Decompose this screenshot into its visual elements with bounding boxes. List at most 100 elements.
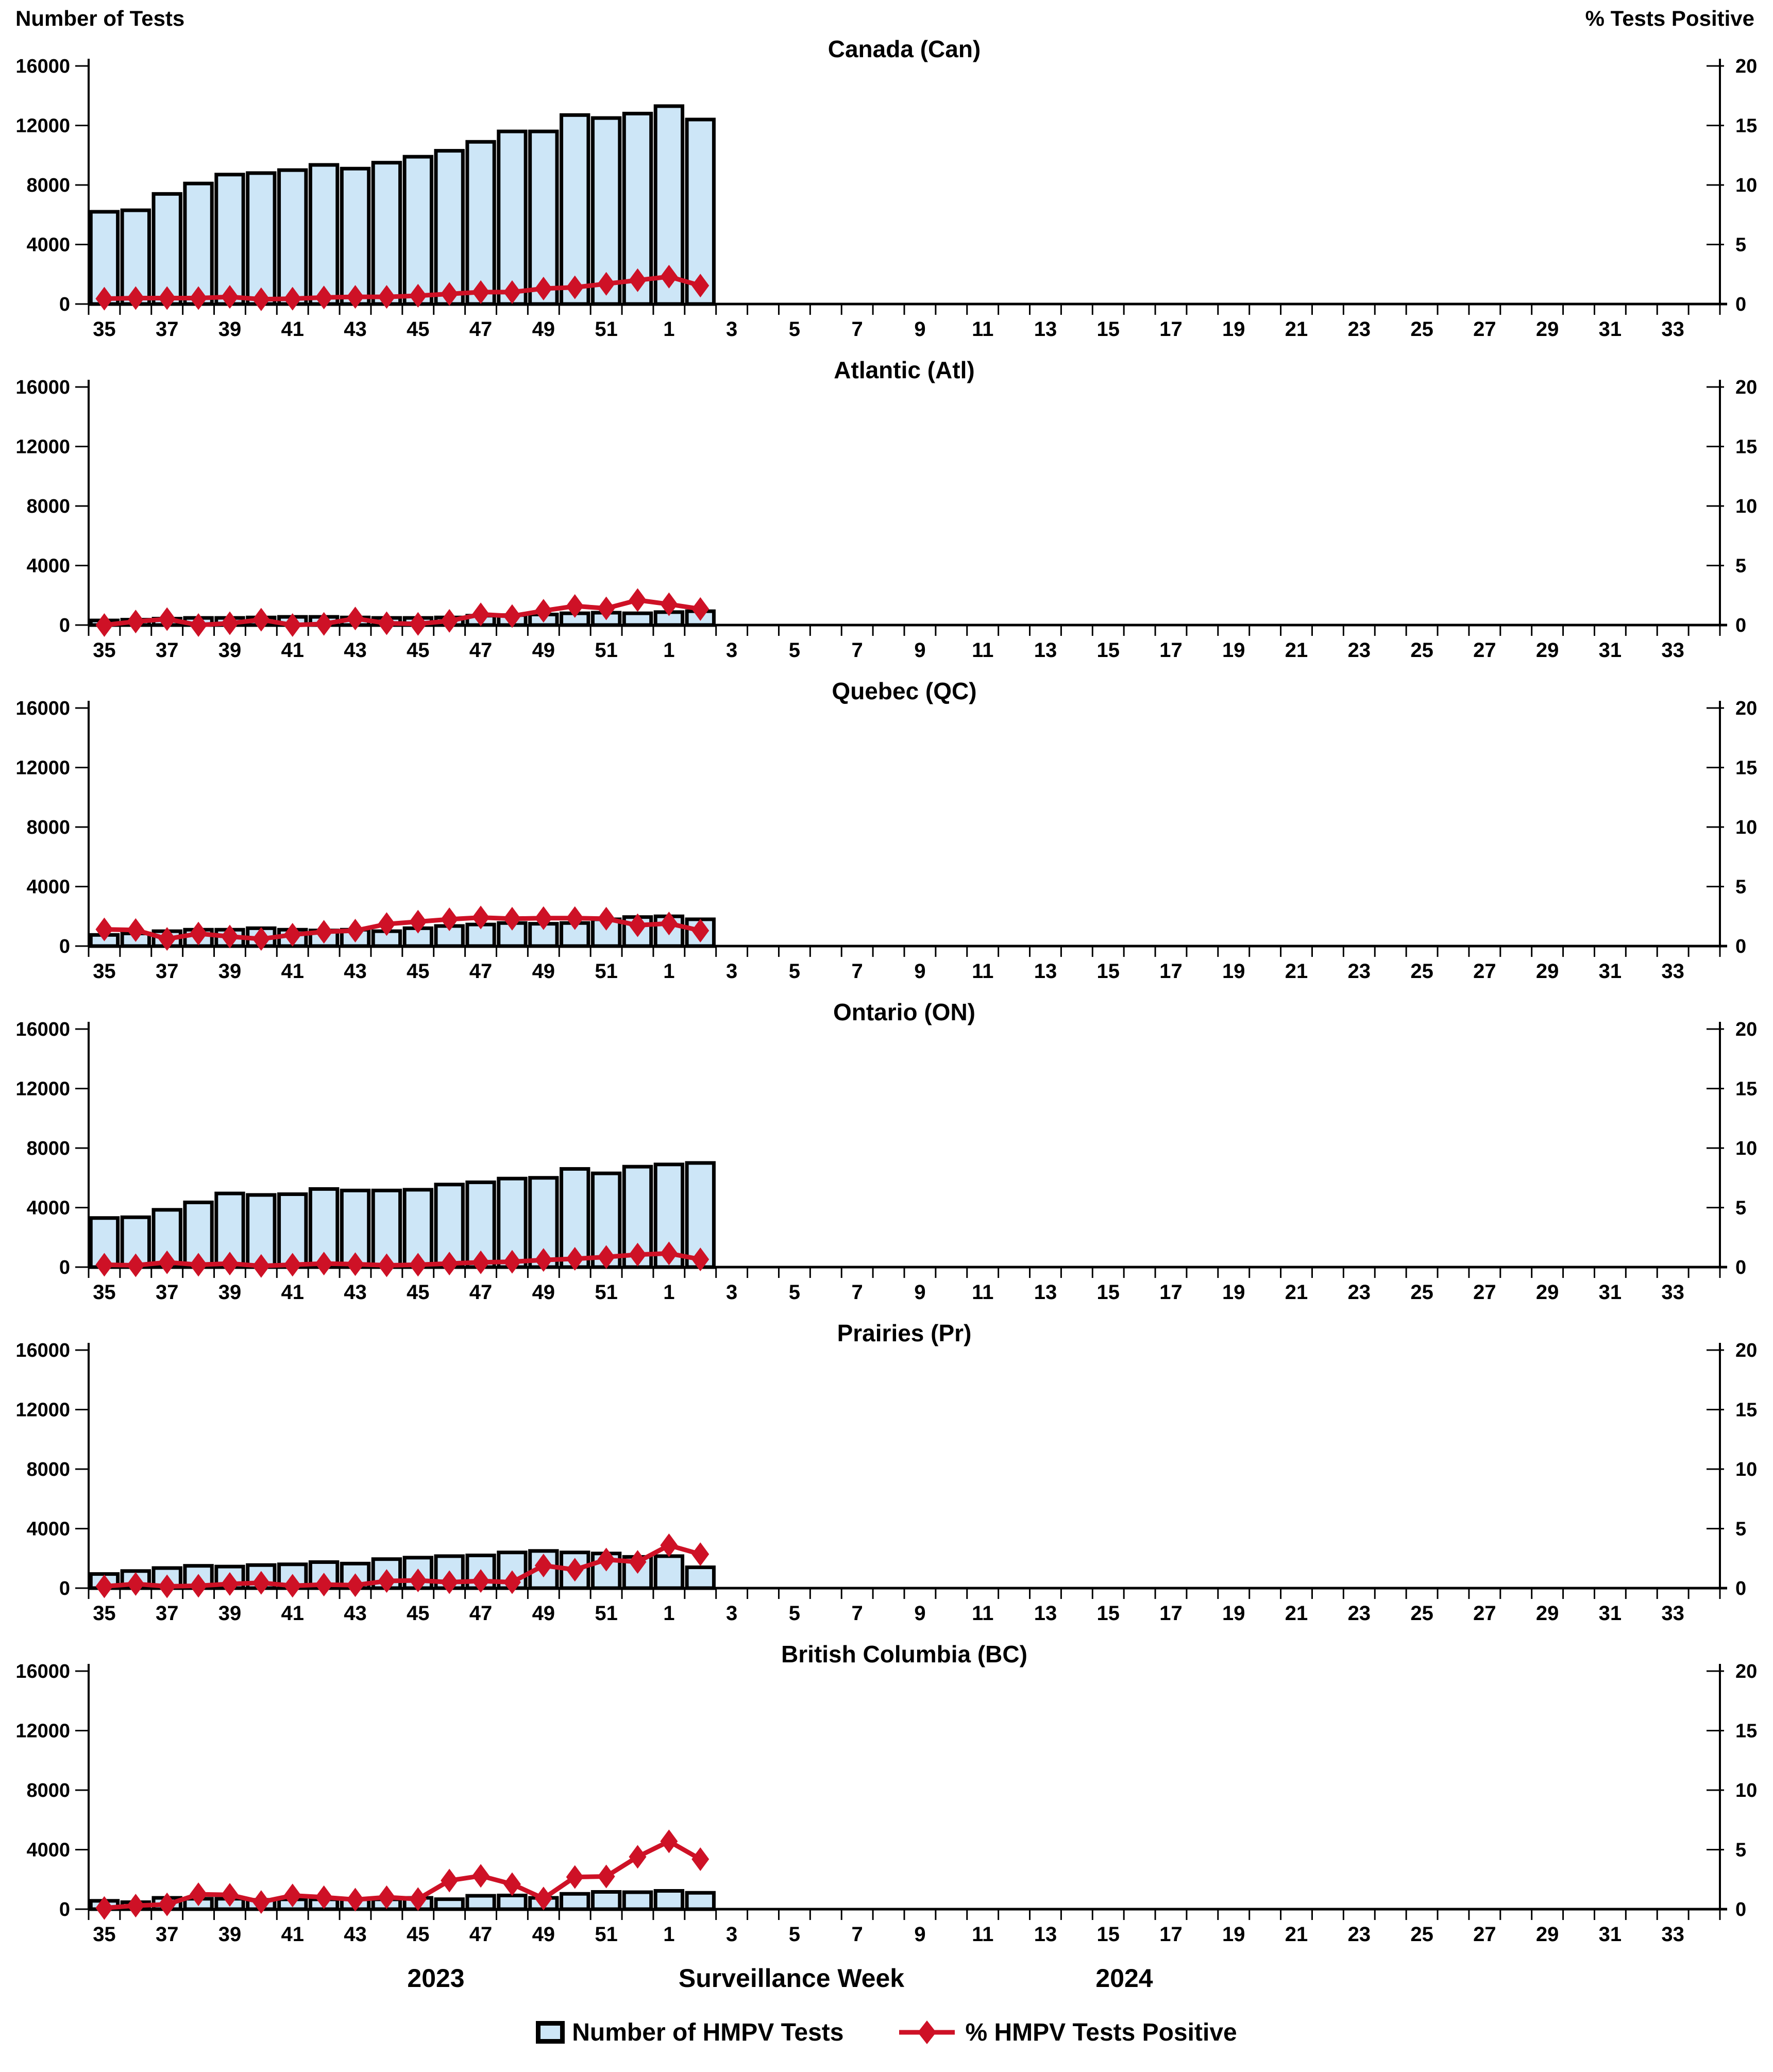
- x-axis-tick-label: 5: [789, 318, 800, 341]
- right-axis-tick-label: 5: [1735, 877, 1746, 898]
- pct-marker: [597, 1547, 615, 1572]
- x-axis-tick-label: 41: [281, 1281, 305, 1304]
- x-axis-tick-label: 29: [1536, 318, 1559, 341]
- left-axis-tick-label: 8000: [26, 817, 70, 838]
- pct-marker: [534, 1554, 552, 1578]
- pct-marker: [283, 613, 301, 637]
- left-axis-tick-label: 0: [59, 1257, 70, 1278]
- x-axis-tick-label: 23: [1348, 1602, 1371, 1625]
- left-axis-tick-label: 0: [59, 936, 70, 957]
- bottom-block: 2023 Surveillance Week 2024 Number of HM…: [0, 1952, 1773, 2072]
- x-axis-tick-label: 43: [344, 639, 367, 662]
- x-axis-tick-label: 47: [469, 960, 493, 983]
- x-axis-tick-label: 51: [595, 1923, 618, 1946]
- x-axis-tick-label: 15: [1097, 1602, 1120, 1625]
- left-axis-header: Number of Tests: [15, 6, 185, 30]
- right-axis-tick-label: 0: [1735, 615, 1746, 636]
- left-axis-tick-label: 12000: [15, 115, 70, 137]
- pct-marker: [127, 1894, 145, 1918]
- bar: [214, 173, 245, 306]
- panel-title-quebec: Quebec (QC): [832, 678, 977, 704]
- pct-marker: [503, 1570, 521, 1594]
- pct-marker: [283, 287, 301, 311]
- right-axis-tick-label: 10: [1735, 175, 1757, 196]
- pct-marker: [315, 285, 333, 310]
- pct-marker: [629, 268, 647, 292]
- pct-marker: [441, 609, 459, 633]
- pct-marker: [534, 276, 552, 300]
- x-axis-tick-label: 27: [1473, 639, 1496, 662]
- bar: [120, 208, 151, 306]
- x-axis-tick-label: 7: [852, 1923, 863, 1946]
- bar: [308, 163, 340, 306]
- pct-marker: [566, 906, 584, 930]
- pct-marker: [534, 906, 552, 930]
- left-axis-tick-label: 16000: [15, 1661, 70, 1682]
- pct-marker: [597, 1864, 615, 1889]
- x-axis-tick-label: 39: [218, 1281, 242, 1304]
- pct-marker: [378, 285, 396, 309]
- x-axis-tick-label: 29: [1536, 1602, 1559, 1625]
- x-axis-tick-label: 31: [1599, 960, 1622, 983]
- x-axis-tick-label: 15: [1097, 318, 1120, 341]
- pct-marker: [441, 1570, 459, 1594]
- right-axis-tick-label: 20: [1735, 698, 1757, 719]
- panel-quebec: Quebec (QC) 0 4000 8000 12000 16000 0 5 10 15 20 3…: [0, 668, 1773, 989]
- pct-marker: [597, 906, 615, 931]
- bar: [246, 171, 277, 306]
- x-axis-tick-label: 29: [1536, 960, 1559, 983]
- x-axis-tick-label: 1: [663, 1281, 674, 1304]
- pct-marker: [190, 1882, 208, 1907]
- pct-marker: [95, 1574, 113, 1598]
- pct-marker: [158, 607, 176, 631]
- x-axis-tick-label: 11: [972, 960, 993, 983]
- pct-marker: [472, 1250, 490, 1274]
- pct-marker: [346, 1888, 364, 1912]
- x-axis-tick-label: 25: [1410, 1923, 1433, 1946]
- x-axis-tick-label: 51: [595, 1602, 618, 1625]
- x-axis-tick-label: 19: [1222, 1602, 1245, 1625]
- left-axis-tick-label: 4000: [26, 1519, 70, 1540]
- x-axis-tick-label: 49: [532, 1923, 555, 1946]
- legend-line-marker-icon: [899, 2020, 955, 2044]
- x-axis-tick-label: 35: [93, 1281, 116, 1304]
- x-axis-tick-label: 43: [344, 318, 367, 341]
- pct-marker: [472, 602, 490, 627]
- x-axis-tick-label: 37: [156, 1602, 179, 1625]
- x-axis-tick-label: 23: [1348, 1923, 1371, 1946]
- right-axis-tick-label: 5: [1735, 1198, 1746, 1219]
- x-axis-tick-label: 11: [972, 1923, 993, 1946]
- x-axis-tick-label: 33: [1661, 639, 1684, 662]
- x-axis-tick-label: 31: [1599, 1602, 1622, 1625]
- x-axis-tick-label: 5: [789, 1281, 800, 1304]
- pct-marker: [409, 1568, 427, 1592]
- x-axis-tick-label: 3: [726, 1602, 737, 1625]
- x-axis-tick-label: 33: [1661, 1923, 1684, 1946]
- x-axis-tick-label: 17: [1159, 318, 1183, 341]
- bar: [465, 140, 496, 306]
- x-axis-tick-label: 13: [1034, 1923, 1057, 1946]
- bar: [685, 117, 716, 306]
- bar: [340, 166, 371, 306]
- pct-marker: [503, 280, 521, 304]
- bar: [371, 929, 402, 948]
- pct-marker: [127, 610, 145, 634]
- right-axis-tick-label: 0: [1735, 1257, 1746, 1278]
- pct-marker: [315, 1252, 333, 1276]
- x-axis-tick-label: 29: [1536, 1281, 1559, 1304]
- x-axis-tick-label: 15: [1097, 639, 1120, 662]
- x-axis-tick-label: 31: [1599, 1281, 1622, 1304]
- x-axis-tick-label: 41: [281, 960, 305, 983]
- x-axis-tick-label: 5: [789, 639, 800, 662]
- right-axis-tick-label: 5: [1735, 1519, 1746, 1540]
- pct-marker: [252, 1890, 270, 1914]
- right-axis-tick-label: 10: [1735, 817, 1757, 838]
- pct-marker: [566, 1865, 584, 1889]
- x-axis-tick-label: 9: [914, 1281, 925, 1304]
